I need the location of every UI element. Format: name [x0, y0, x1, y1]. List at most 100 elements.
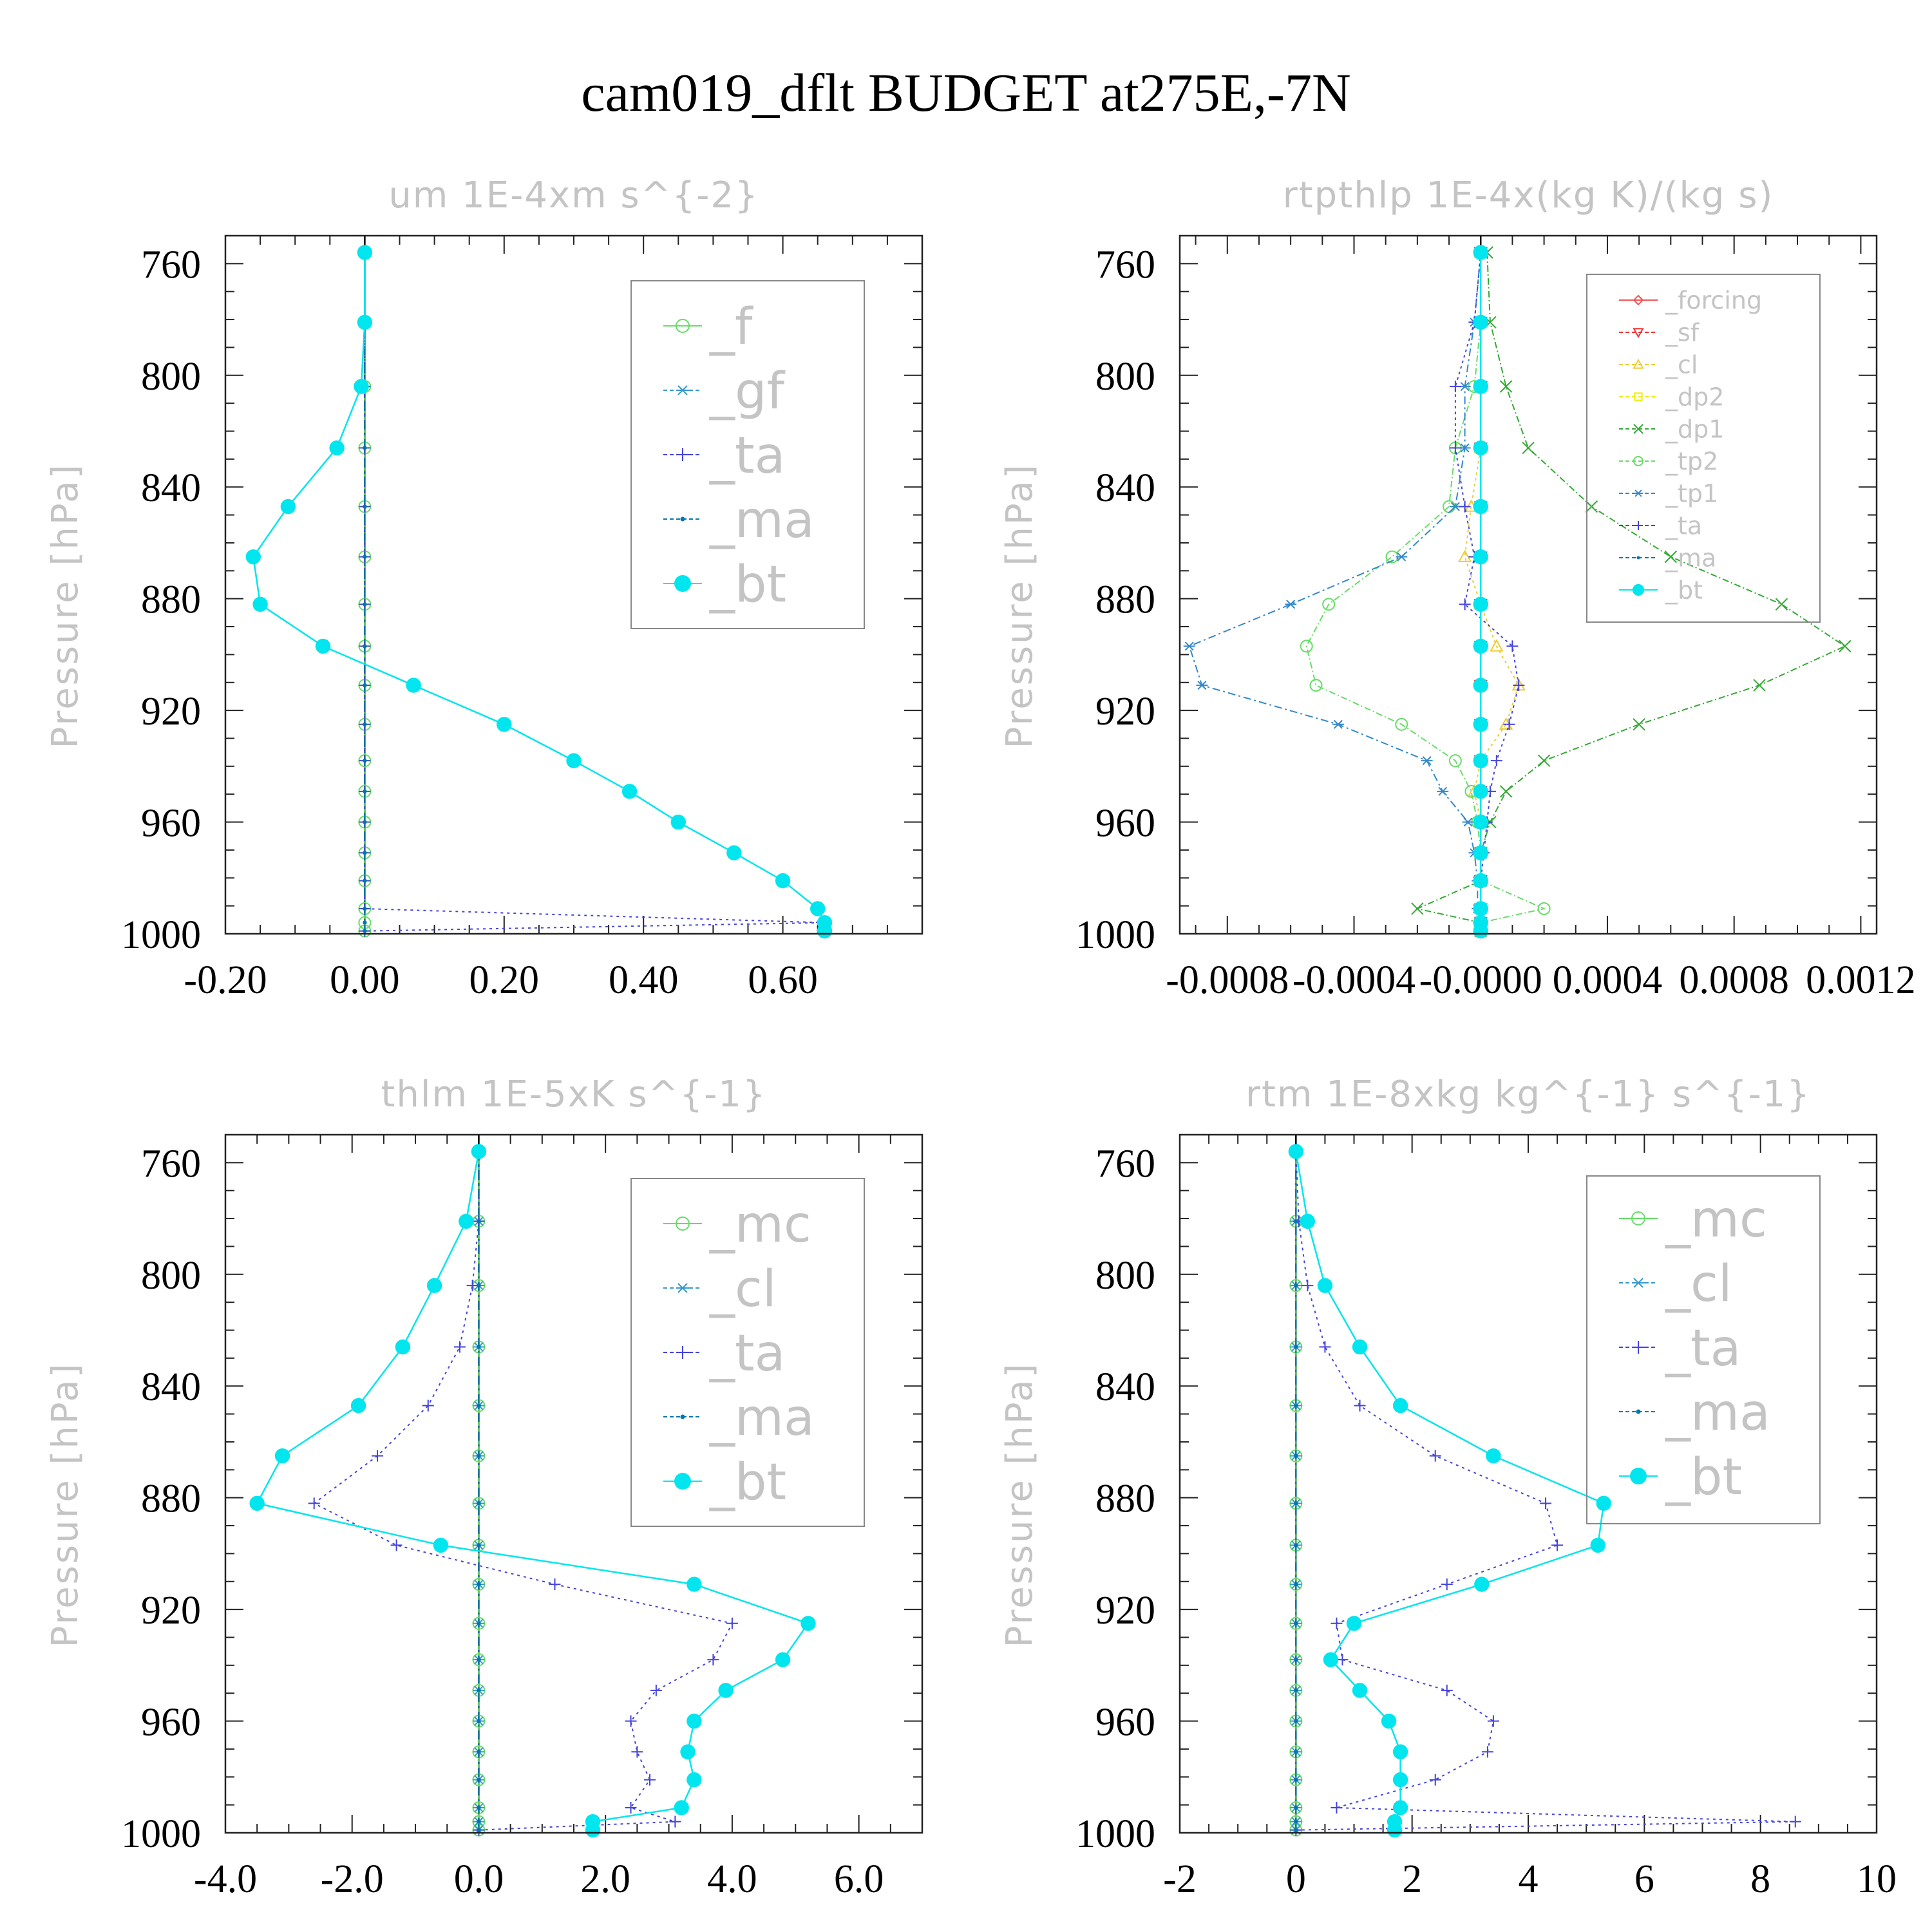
legend-label: _dp2 [1665, 383, 1724, 412]
data-point [426, 1278, 442, 1293]
data-point [1300, 639, 1313, 653]
data-point [625, 1715, 637, 1727]
data-point [1396, 552, 1408, 562]
data-point [1499, 380, 1513, 393]
data-point [1474, 1577, 1490, 1592]
data-point [1473, 596, 1488, 612]
data-point [726, 845, 742, 860]
data-point [650, 1684, 662, 1696]
x-tick-label: -0.20 [184, 958, 267, 1002]
x-tick-label: 10 [1857, 1857, 1897, 1901]
data-point [1332, 719, 1344, 729]
data-point [1196, 681, 1208, 690]
legend-marker [1633, 294, 1644, 306]
data-point [1633, 718, 1645, 731]
data-point [707, 1654, 719, 1666]
x-tick-label: -0.0008 [1166, 958, 1289, 1002]
data-point [1537, 754, 1551, 767]
data-point [422, 1399, 434, 1412]
legend-label: _ma [1665, 1384, 1770, 1442]
y-tick-label: 1000 [1075, 913, 1155, 957]
figure-title: cam019_dflt BUDGET at275E,-7N [581, 63, 1350, 123]
data-point [669, 1815, 681, 1828]
chart-panel-1: um 1E-4xm s^{-2} Pressure [hPa] 1000 960 920… [44, 175, 923, 1002]
panel-title: rtpthlp 1E-4x(kg K)/(kg s) [1283, 175, 1774, 216]
data-point [1473, 873, 1488, 889]
y-tick-label: 840 [141, 1365, 201, 1409]
legend-marker [1633, 358, 1644, 369]
data-point [390, 1539, 402, 1551]
data-point [1522, 441, 1535, 455]
data-point [1449, 381, 1461, 393]
data-point [1448, 754, 1462, 768]
panels: um 1E-4xm s^{-2} Pressure [hPa] 1000 960 920… [44, 175, 1916, 1901]
data-point [1481, 1746, 1493, 1758]
data-point [477, 1750, 481, 1754]
legend-marker [1636, 556, 1640, 560]
series-line [1415, 252, 1846, 931]
legend-marker [1630, 1468, 1647, 1484]
data-point [549, 1578, 561, 1591]
chart-panel-3: thlm 1E-5xK s^{-1} Pressure [hPa] 1000 960 9… [44, 1074, 923, 1901]
series-dp1 [1411, 246, 1852, 938]
legend-marker [1636, 1409, 1641, 1414]
data-point [477, 1819, 481, 1824]
data-point [1473, 498, 1488, 515]
data-point [363, 920, 367, 925]
data-point [1294, 1658, 1298, 1662]
y-tick-label: 880 [1095, 1477, 1155, 1521]
data-point [477, 1501, 481, 1506]
data-point [280, 498, 296, 515]
y-axis-label: Pressure [hPa] [44, 463, 86, 749]
data-point [1457, 549, 1472, 562]
chart-panel-2: rtpthlp 1E-4x(kg K)/(kg s) Pressure [hPa]… [999, 175, 1916, 1002]
data-point [1473, 923, 1488, 939]
data-point [1302, 1280, 1314, 1292]
legend-label: _bt [709, 1454, 786, 1511]
data-point [775, 1652, 791, 1667]
data-point [1300, 1213, 1316, 1229]
legend-marker [674, 1473, 691, 1490]
series-line [1454, 252, 1520, 931]
data-point [1392, 1397, 1408, 1414]
x-tick-label: 0.0004 [1553, 958, 1663, 1002]
legend-label: _cl [1665, 1255, 1732, 1313]
x-tick-label: 8 [1750, 1857, 1770, 1901]
data-point [372, 1450, 384, 1462]
data-point [477, 1805, 481, 1810]
legend: _forcing _sf _cl _dp2 _dp1 _tp2 _tp1 _ta _ma _bt [1586, 274, 1821, 623]
data-point [1381, 1713, 1397, 1729]
x-tick-label: 4 [1519, 1857, 1539, 1901]
data-point [477, 1543, 481, 1548]
legend: _f _gf _ta _ma _bt [630, 280, 865, 629]
x-tick-label: -0.0000 [1419, 958, 1542, 1002]
data-point [1331, 1801, 1343, 1814]
data-point [644, 1774, 656, 1786]
data-point [566, 753, 582, 768]
data-point [363, 820, 367, 824]
legend-marker [1633, 328, 1644, 339]
y-tick-label: 840 [141, 466, 201, 510]
y-tick-label: 800 [1095, 1254, 1155, 1298]
legend-marker [1634, 521, 1643, 530]
data-point [1473, 549, 1488, 565]
data-point [1775, 598, 1788, 611]
data-point [1294, 1750, 1298, 1754]
data-point [1317, 1278, 1333, 1293]
series-cl [1457, 245, 1526, 936]
data-point [1590, 1537, 1605, 1553]
data-point [1429, 1450, 1441, 1462]
series-line [312, 1151, 734, 1831]
y-axis-label: Pressure [hPa] [999, 463, 1041, 749]
data-point [1473, 379, 1488, 394]
legend-label: _sf [1665, 319, 1700, 347]
data-point [363, 789, 367, 794]
data-point [274, 1448, 290, 1464]
panel-title: rtm 1E-8xkg kg^{-1} s^{-1} [1245, 1074, 1811, 1115]
data-point [1473, 440, 1488, 456]
series-bt [249, 1144, 816, 1838]
data-point [1331, 1617, 1343, 1629]
data-point [1336, 1654, 1349, 1666]
data-point [631, 1746, 643, 1758]
